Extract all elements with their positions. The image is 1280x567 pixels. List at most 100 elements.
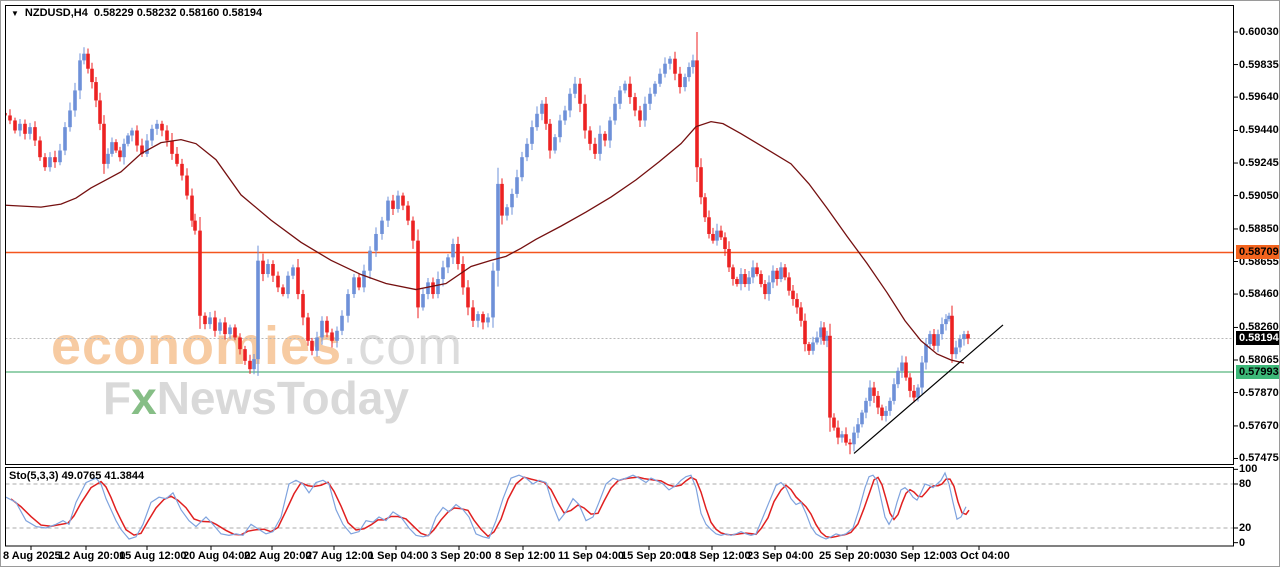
stochastic-signal-line[interactable] <box>10 476 970 539</box>
candle-body <box>396 195 400 209</box>
candle-body <box>928 334 932 345</box>
candle-body <box>233 327 237 338</box>
candle-body <box>421 294 425 308</box>
candle-body <box>648 93 652 104</box>
candle-body <box>145 140 149 154</box>
candle-body <box>836 427 840 438</box>
candle-body <box>775 270 779 280</box>
candle-body <box>53 157 57 163</box>
candle-body <box>33 127 37 141</box>
time-axis-label: 11 Sep 04:00 <box>558 550 625 562</box>
candle-body <box>160 123 164 131</box>
candle-body <box>868 387 872 401</box>
candle-body <box>815 337 819 343</box>
candle-body <box>218 322 222 331</box>
candle-body <box>198 230 202 316</box>
candle-body <box>783 267 787 278</box>
candle-body <box>719 230 723 238</box>
price-axis-label: 0.59640 <box>1239 91 1279 104</box>
candle-body <box>94 82 98 101</box>
candle-body <box>335 330 339 341</box>
candle-body <box>491 270 495 318</box>
candle-body <box>248 360 252 370</box>
candle-body <box>73 90 77 111</box>
candle-body <box>876 395 880 408</box>
candle-body <box>320 320 324 338</box>
watermark-tagline-post: NewsToday <box>156 372 409 424</box>
candle-body <box>43 157 47 168</box>
candle-body <box>872 387 876 396</box>
candle-body <box>155 123 159 129</box>
candle-body <box>880 407 884 416</box>
chevron-down-icon[interactable]: ▼ <box>11 8 19 18</box>
candle-body <box>252 359 256 370</box>
candle-body <box>401 195 405 206</box>
candle-body <box>731 267 735 280</box>
candle-body <box>563 110 567 121</box>
price-axis-label: 0.57870 <box>1239 386 1279 399</box>
watermark-brand: economies.com <box>51 319 463 373</box>
candle-body <box>787 277 791 291</box>
candle-body <box>340 315 344 331</box>
candle-body <box>296 267 300 295</box>
moving-average-line[interactable] <box>3 120 965 364</box>
candle-body <box>618 90 622 104</box>
candle-body <box>940 324 944 335</box>
watermark-brand-suffix: .com <box>342 316 464 376</box>
watermark-tagline-x: x <box>131 372 157 424</box>
trendline[interactable] <box>853 324 1004 454</box>
candle-body <box>916 387 920 398</box>
candle-body <box>535 113 539 128</box>
candle-body <box>456 243 460 265</box>
symbol-info-bar: ▼ NZDUSD,H4 0.58229 0.58232 0.58160 0.58… <box>11 7 262 19</box>
candle-body <box>803 320 807 345</box>
time-axis-label: 3 Oct 04:00 <box>951 550 1010 562</box>
price-axis-label: 0.59835 <box>1239 58 1279 71</box>
candle-body <box>48 157 52 168</box>
candle-body <box>126 135 130 144</box>
candle-body <box>8 115 12 121</box>
candle-body <box>6 112 7 116</box>
candle-body <box>208 317 212 325</box>
candle-body <box>799 307 803 321</box>
candle-body <box>678 73 682 88</box>
stochastic-axis-label: 100 <box>1239 463 1258 476</box>
candle-body <box>628 83 632 98</box>
candle-body <box>228 327 232 335</box>
candle-body <box>520 157 524 178</box>
time-axis-label: 8 Aug 2025 <box>3 550 61 562</box>
candle-body <box>856 424 860 433</box>
candle-body <box>510 193 514 208</box>
stochastic-layer <box>6 471 1233 540</box>
stochastic-main-line[interactable] <box>6 471 967 540</box>
candle-body <box>346 294 350 316</box>
price-axis-label: 0.57670 <box>1239 419 1279 432</box>
candle-body <box>771 270 775 283</box>
price-axis-label: 0.60030 <box>1239 26 1279 38</box>
time-axis-label: 23 Sep 04:00 <box>747 550 814 562</box>
stochastic-indicator-label: Sto(5,3,3) 49.0765 41.3844 <box>9 470 145 482</box>
candle-body <box>653 83 657 94</box>
main-plot-layer <box>3 32 1233 455</box>
candle-body <box>763 284 767 295</box>
candle-body <box>668 58 672 64</box>
candle-body <box>623 83 627 91</box>
candle-body <box>476 314 480 321</box>
candle-body <box>638 110 642 121</box>
price-axis-label: 0.58260 <box>1239 321 1279 334</box>
candle-body <box>110 142 114 154</box>
candle-body <box>391 200 395 209</box>
candle-body <box>150 128 154 141</box>
candle-body <box>695 60 699 168</box>
candle-body <box>380 220 384 234</box>
candle-body <box>486 317 490 323</box>
candle-body <box>38 140 42 158</box>
time-axis-label: 27 Aug 12:00 <box>306 550 374 562</box>
candle-body <box>436 279 440 295</box>
candle-body <box>852 432 856 445</box>
candle-body <box>553 137 557 151</box>
candle-body <box>583 103 587 131</box>
stochastic-axis-label: 20 <box>1239 521 1252 534</box>
